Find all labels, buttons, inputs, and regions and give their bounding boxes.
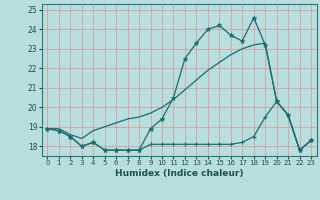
X-axis label: Humidex (Indice chaleur): Humidex (Indice chaleur) bbox=[115, 169, 244, 178]
